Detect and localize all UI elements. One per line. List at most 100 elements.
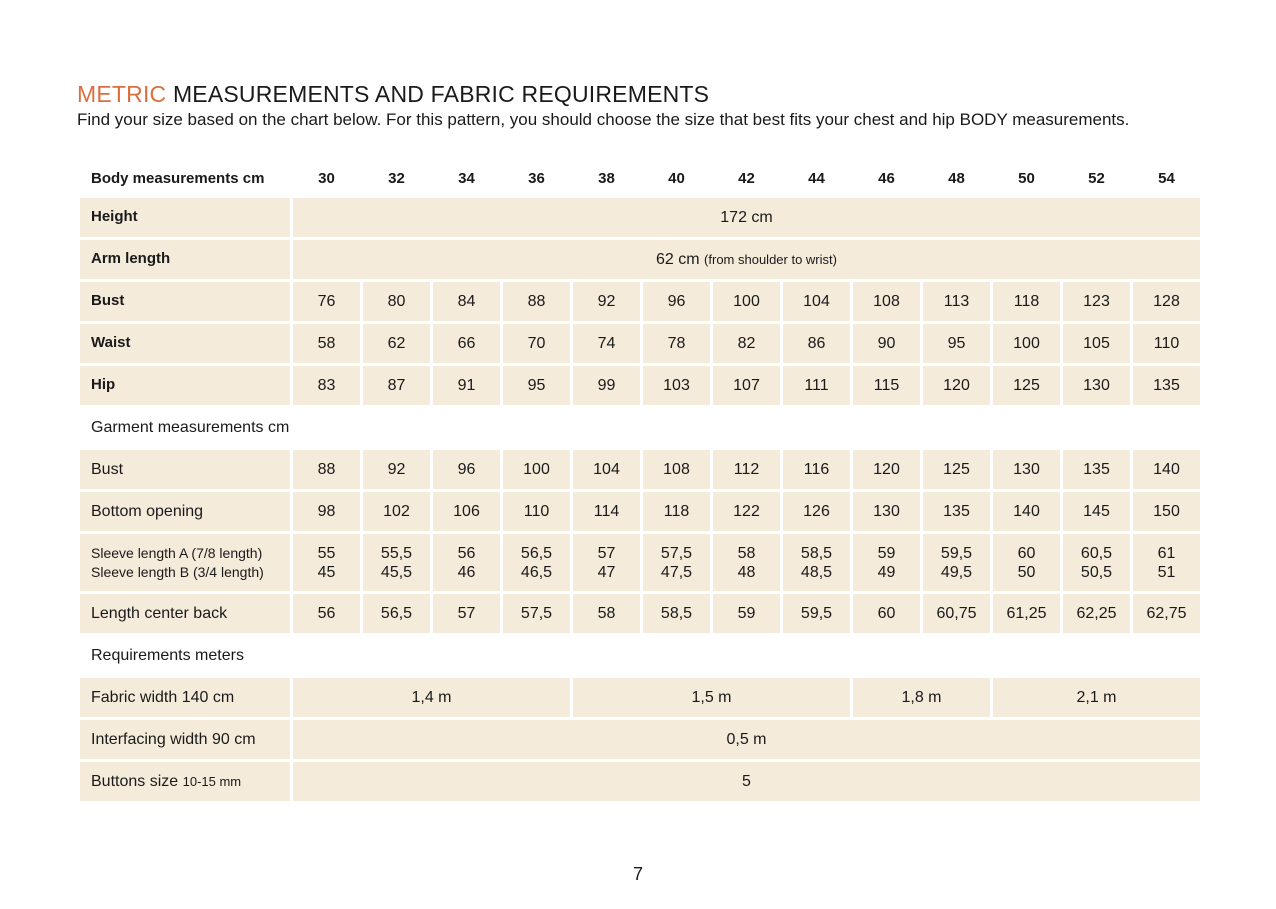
size-header: 48 [948,169,965,187]
cell-value: 92 [573,282,640,321]
size-table: Body measurements cm 30 32 34 36 38 40 42 44 46 48… [77,158,1203,804]
cell-value: 111 [783,366,850,405]
cell-value: 100 [713,282,780,321]
row-label: Length center back [80,594,290,633]
cell-value: 140 [1133,450,1200,489]
note: (from shoulder to wrist) [704,251,837,267]
cell-value: 107 [713,366,780,405]
table-row: Garment measurements cm [80,408,1200,447]
cell-value: 1,4 m [293,678,570,717]
cell-value: 125 [993,366,1060,405]
cell-value: 59 49 [853,534,920,591]
value-b: 47 [597,563,616,581]
size-header: 42 [738,169,755,187]
intro: Find your size based on the chart below.… [77,110,1130,129]
value-b: 45 [317,563,336,581]
cell-value: 56,5 [363,594,430,633]
cell-value: 172 cm [293,198,1200,237]
size-header: 46 [878,169,895,187]
value-b: 48 [737,563,756,581]
value-b: 49,5 [940,563,973,581]
cell-value: 122 [713,492,780,531]
value-a: 59 [877,544,896,562]
table-row: Bottom opening 98 102 106 110 114 118 122 126 130… [80,492,1200,531]
table-row: Buttons size 10-15 mm 5 [80,762,1200,801]
column-header-label: Body measurements cm [91,169,265,187]
cell-value: 61,25 [993,594,1060,633]
cell-value: 56,5 46,5 [503,534,570,591]
cell-value: 90 [853,324,920,363]
value-a: 61 [1157,544,1176,562]
cell-value: 62 cm (from shoulder to wrist) [293,240,1200,279]
cell-value: 82 [713,324,780,363]
cell-value: 104 [573,450,640,489]
cell-value: 100 [503,450,570,489]
cell-value: 102 [363,492,430,531]
row-label: Hip [80,366,290,405]
size-header: 38 [598,169,615,187]
value-a: 56,5 [520,544,553,562]
section-label: Requirements meters [91,646,244,664]
cell-value: 58,5 48,5 [783,534,850,591]
value-b: 49 [877,563,896,581]
cell-value: 76 [293,282,360,321]
label-a: Sleeve length A (7/8 length) [91,544,263,561]
size-header: 34 [458,169,475,187]
cell-value: 56 46 [433,534,500,591]
cell-value: 62,25 [1063,594,1130,633]
cell-value: 135 [1133,366,1200,405]
value-a: 60 [1017,544,1036,562]
cell-value: 78 [643,324,710,363]
size-header: 36 [528,169,545,187]
cell-value: 108 [643,450,710,489]
cell-value: 87 [363,366,430,405]
cell-value: 115 [853,366,920,405]
cell-value: 60,75 [923,594,990,633]
table-row: Fabric width 140 cm 1,4 m 1,5 m 1,8 m 2,1 m [80,678,1200,717]
row-label: Bottom opening [80,492,290,531]
cell-value: 62 [363,324,430,363]
cell-value: 88 [503,282,570,321]
cell-value: 103 [643,366,710,405]
title: METRIC MEASUREMENTS AND FABRIC REQUIREME… [77,81,709,108]
cell-value: 140 [993,492,1060,531]
size-header: 44 [808,169,825,187]
row-label: Height [80,198,290,237]
table-row: Arm length 62 cm (from shoulder to wrist) [80,240,1200,279]
cell-value: 55 45 [293,534,360,591]
cell-value: 83 [293,366,360,405]
cell-value: 100 [993,324,1060,363]
cell-value: 61 51 [1133,534,1200,591]
row-label: Bust [80,282,290,321]
value-b: 46 [457,563,476,581]
cell-value: 59,5 [783,594,850,633]
size-header: 32 [388,169,405,187]
cell-value: 5 [293,762,1200,801]
value-a: 57,5 [660,544,693,562]
cell-value: 108 [853,282,920,321]
cell-value: 106 [433,492,500,531]
cell-value: 74 [573,324,640,363]
value-a: 55 [317,544,336,562]
cell-value: 58 48 [713,534,780,591]
cell-value: 150 [1133,492,1200,531]
cell-value: 58 [573,594,640,633]
cell-value: 120 [853,450,920,489]
cell-value: 58 [293,324,360,363]
cell-value: 66 [433,324,500,363]
cell-value: 99 [573,366,640,405]
cell-value: 84 [433,282,500,321]
table-row: Requirements meters [80,636,1200,675]
cell-value: 95 [503,366,570,405]
value-b: 45,5 [380,563,413,581]
value-b: 46,5 [520,563,553,581]
value-b: 48,5 [800,563,833,581]
cell-value: 57,5 [503,594,570,633]
cell-value: 135 [923,492,990,531]
value: 62 cm [656,250,700,268]
row-label: Arm length [80,240,290,279]
cell-value: 62,75 [1133,594,1200,633]
cell-value: 118 [993,282,1060,321]
cell-value: 113 [923,282,990,321]
